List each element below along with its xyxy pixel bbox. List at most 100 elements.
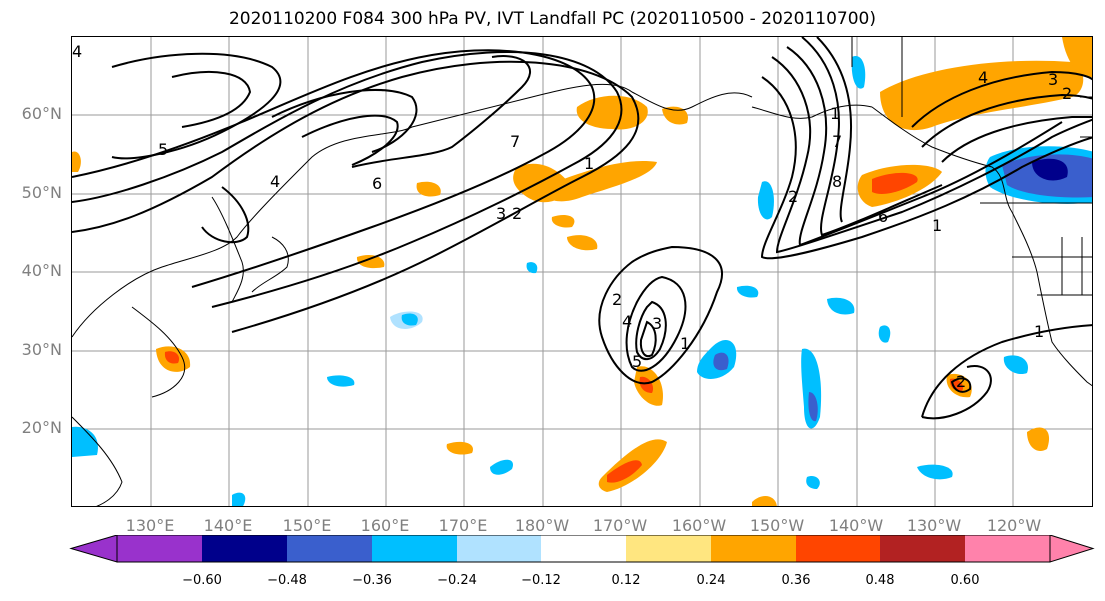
positive-anomaly [872, 172, 918, 194]
coastlines [72, 37, 1092, 506]
contour-label: 1 [680, 334, 690, 353]
contour-label: 6 [878, 207, 888, 226]
contour-label: 4 [72, 42, 82, 61]
colorbar-bin [287, 535, 372, 562]
positive-anomaly [356, 255, 385, 269]
lon-label: 130°W [906, 516, 962, 535]
negative-anomaly [401, 313, 418, 326]
lon-label: 140°E [203, 516, 253, 535]
contour-label: 1 [1034, 322, 1044, 341]
contour-label: 3 [1048, 70, 1058, 89]
lon-label: 120°W [986, 516, 1042, 535]
contour-label: 3 [496, 204, 506, 223]
contour-label: 3 [652, 314, 662, 333]
colorbar-outline [116, 535, 1051, 563]
contour-label: 1 [932, 216, 942, 235]
colorbar-bin [541, 535, 626, 562]
lon-label: 130°E [125, 516, 175, 535]
colorbar-tick-label: 0.12 [611, 573, 641, 588]
contour-label: 4 [978, 68, 988, 87]
contour-label: 5 [632, 352, 642, 371]
positive-anomaly [1062, 37, 1092, 78]
contour-label: 4 [622, 312, 632, 331]
colorbar-tick-label: −0.48 [267, 573, 307, 588]
contour-label: 2 [512, 204, 522, 223]
positive-anomaly [752, 496, 777, 506]
pv-contours [72, 37, 1092, 420]
contour-label: 7 [832, 132, 842, 151]
negative-anomaly [1032, 158, 1068, 181]
negative-anomaly [736, 285, 759, 298]
positive-anomaly [662, 106, 688, 125]
negative-anomaly [1003, 355, 1028, 375]
positive-anomaly [1027, 427, 1050, 452]
lon-label: 150°W [749, 516, 805, 535]
contour-label: 7 [510, 132, 520, 151]
lon-label: 180°W [514, 516, 570, 535]
colorbar-extend-low [69, 535, 118, 563]
colorbar-tick-label: 0.24 [696, 573, 726, 588]
colorbar-bin [202, 535, 287, 562]
colorbar-bin [796, 535, 880, 562]
negative-anomaly [827, 297, 855, 315]
colorbar-tick-label: 0.36 [781, 573, 811, 588]
positive-anomaly [607, 460, 642, 483]
negative-anomaly [526, 262, 538, 274]
positive-anomaly [72, 151, 81, 172]
lon-label: 170°W [592, 516, 648, 535]
colorbar [69, 535, 1095, 563]
negative-anomaly [878, 325, 891, 343]
contour-label-group: 4 5 4 6 7 1 2 3 1 2 3 4 5 1 2 6 8 7 4 3 … [72, 42, 1072, 391]
map-panel: 4 5 4 6 7 1 2 3 1 2 3 4 5 1 2 6 8 7 4 3 … [71, 36, 1093, 507]
negative-anomaly [806, 476, 820, 489]
colorbar-bin [626, 535, 711, 562]
positive-anomaly [639, 376, 654, 393]
contour-label: 1 [584, 154, 594, 173]
colorbar-bin [880, 535, 965, 562]
colorbar-tick-label: −0.12 [521, 573, 561, 588]
lon-label: 170°E [438, 516, 488, 535]
colorbar-tick-label: −0.36 [352, 573, 392, 588]
colorbar-bin [965, 535, 1050, 562]
contour-label: 8 [832, 172, 842, 191]
lat-label-20n: 20°N [21, 418, 62, 437]
contour-label: 2 [612, 290, 622, 309]
colorbar-extend-high [1049, 535, 1095, 563]
colorbar-bin [457, 535, 541, 562]
contour-label: 6 [372, 174, 382, 193]
negative-anomaly [490, 459, 513, 475]
colorbar-tick-label: 0.60 [950, 573, 980, 588]
lat-label-40n: 40°N [21, 261, 62, 280]
positive-anomaly [446, 441, 473, 455]
positive-anomaly [164, 351, 180, 364]
negative-anomaly [713, 352, 729, 371]
lat-label-60n: 60°N [21, 104, 62, 123]
positive-anomaly [880, 60, 1084, 131]
positive-anomaly [551, 215, 575, 228]
colorbar-tick-label: 0.48 [865, 573, 895, 588]
negative-anomaly [851, 56, 866, 89]
positive-anomaly [567, 235, 598, 251]
map-canvas: 4 5 4 6 7 1 2 3 1 2 3 4 5 1 2 6 8 7 4 3 … [72, 37, 1092, 506]
negative-anomaly [917, 464, 953, 480]
lon-label: 140°W [828, 516, 884, 535]
colorbar-bin [711, 535, 796, 562]
contour-label: 2 [1062, 84, 1072, 103]
contour-label: 1 [830, 104, 840, 123]
negative-anomaly [327, 375, 355, 387]
colorbar-bin [117, 535, 202, 562]
lon-label: 160°E [360, 516, 410, 535]
negative-anomaly [757, 181, 774, 220]
colorbar-bin [372, 535, 457, 562]
colorbar-tick-label: −0.60 [182, 573, 222, 588]
contour-label: 2 [788, 187, 798, 206]
chart-title: 2020110200 F084 300 hPa PV, IVT Landfall… [228, 9, 876, 29]
positive-anomaly [416, 181, 441, 197]
negative-anomaly [808, 392, 818, 422]
lat-label-30n: 30°N [21, 340, 62, 359]
contour-label: 4 [270, 172, 280, 191]
lon-label: 150°E [282, 516, 332, 535]
lat-label-50n: 50°N [21, 183, 62, 202]
colorbar-tick-label: −0.24 [437, 573, 477, 588]
negative-anomaly [72, 426, 98, 457]
